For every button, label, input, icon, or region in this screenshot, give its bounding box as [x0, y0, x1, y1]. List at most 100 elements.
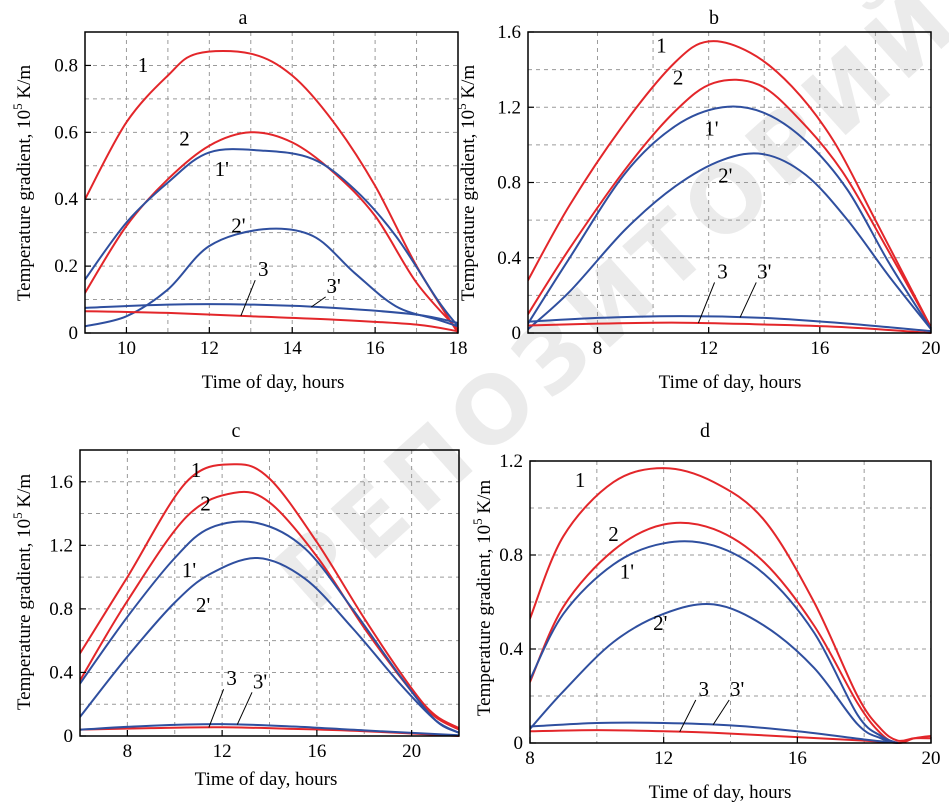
series-line-1prime — [528, 105, 931, 331]
watermark: РЕПОЗИТОРИЙ — [255, 0, 949, 631]
series-line-3prime — [80, 723, 459, 737]
chart-panel-b: 8 12 16 20 0 0.4 0.8 1.2 1.6 b Time of day, hours T… — [454, 7, 941, 393]
y-tick-label: 0.4 — [54, 189, 78, 210]
gridlines — [530, 461, 931, 743]
series-group — [85, 50, 458, 334]
series-line-3prime — [85, 303, 458, 324]
series-line-2 — [528, 78, 931, 329]
curve-label: 1' — [215, 157, 229, 181]
series-line-3 — [528, 321, 931, 334]
x-tick-label: 16 — [366, 338, 385, 359]
curve-label: 2' — [231, 214, 245, 238]
y-tick-label: 0.2 — [54, 256, 78, 277]
leader-line — [240, 279, 256, 317]
curve-label: 2' — [718, 164, 732, 188]
y-tick-label: 1.6 — [49, 472, 73, 493]
y-tick-label: 0.8 — [497, 173, 521, 194]
curve-label: 2' — [653, 611, 667, 635]
panel-title: d — [700, 420, 710, 442]
series-line-2 — [85, 131, 458, 331]
x-tick-label: 18 — [449, 338, 468, 359]
x-tick-label: 8 — [525, 748, 535, 769]
y-tick-label: 0.6 — [54, 122, 78, 143]
x-axis-label: Time of day, hours — [649, 782, 792, 803]
x-tick-label: 20 — [922, 338, 941, 359]
y-axis-label: Temperature gradient, 105 K/m — [10, 474, 35, 710]
curve-label: 1' — [620, 560, 634, 584]
series-group — [530, 467, 931, 744]
x-tick-label: 12 — [654, 748, 673, 769]
y-tick-label: 1.2 — [497, 97, 521, 118]
x-tick-label: 20 — [922, 748, 941, 769]
y-tick-label: 0.4 — [49, 662, 73, 683]
curve-label: 1' — [704, 116, 718, 140]
curve-label: 2' — [196, 593, 210, 617]
series-line-2prime — [528, 152, 931, 331]
curve-label: 2 — [200, 491, 211, 515]
y-tick-label: 0.8 — [49, 599, 73, 620]
series-line-3 — [530, 729, 899, 744]
curve-label: 3' — [757, 259, 771, 283]
series-line-1prime — [80, 520, 459, 734]
curve-label: 3' — [253, 669, 267, 693]
x-tick-label: 16 — [307, 741, 326, 762]
series-line-1prime — [85, 148, 458, 328]
x-tick-label: 16 — [810, 338, 829, 359]
leader-line — [739, 282, 757, 318]
y-tick-label: 1.2 — [499, 451, 523, 472]
y-axis-label: Temperature gradient, 105 K/m — [10, 65, 35, 301]
series-line-1 — [528, 40, 931, 329]
x-tick-label: 8 — [593, 338, 603, 359]
series-line-3prime — [528, 315, 931, 333]
plot-frame — [79, 449, 460, 737]
leader-line — [236, 692, 253, 725]
series-line-1 — [80, 463, 459, 730]
curve-label: 1 — [656, 34, 667, 58]
leader-line — [697, 282, 716, 324]
x-axis-label: Time of day, hours — [659, 372, 802, 393]
series-line-2prime — [530, 602, 899, 744]
leader-line — [208, 688, 225, 728]
curve-label: 2 — [608, 522, 619, 546]
plot-frame — [529, 460, 932, 744]
y-tick-label: 0.4 — [497, 248, 521, 269]
series-line-1prime — [530, 540, 899, 744]
y-tick-label: 0 — [64, 726, 74, 747]
y-tick-label: 0 — [514, 733, 524, 754]
panel-title: c — [232, 420, 241, 442]
leader-line — [310, 296, 326, 308]
y-axis-label: Temperature gradient, 105 K/m — [470, 480, 495, 716]
curve-label: 3 — [717, 259, 728, 283]
y-axis-label: Temperature gradient, 105 K/m — [454, 65, 479, 301]
series-line-1 — [530, 467, 931, 742]
curve-label: 2 — [673, 66, 684, 90]
curve-label: 1 — [575, 468, 586, 492]
curve-label: 3 — [258, 257, 269, 281]
x-axis-label: Time of day, hours — [202, 372, 345, 393]
panel-title: b — [709, 7, 719, 29]
gridlines — [528, 32, 931, 333]
curve-label: 3' — [730, 677, 744, 701]
series-line-3 — [85, 310, 458, 333]
curve-label: 1' — [182, 558, 196, 582]
y-tick-label: 1.2 — [49, 535, 73, 556]
curve-label: 3' — [327, 274, 341, 298]
x-tick-label: 14 — [283, 338, 303, 359]
series-group — [80, 463, 459, 737]
curve-label: 1 — [191, 458, 202, 482]
series-line-2prime — [80, 556, 459, 734]
series-line-3prime — [530, 721, 899, 744]
curve-label: 1 — [138, 53, 149, 77]
x-tick-label: 12 — [200, 338, 219, 359]
series-group — [528, 40, 931, 334]
x-tick-label: 12 — [213, 741, 232, 762]
y-tick-label: 0 — [512, 323, 522, 344]
curve-label: 3 — [226, 666, 237, 690]
x-axis-label: Time of day, hours — [195, 769, 338, 790]
y-tick-label: 0.4 — [499, 639, 523, 660]
x-tick-label: 12 — [699, 338, 718, 359]
